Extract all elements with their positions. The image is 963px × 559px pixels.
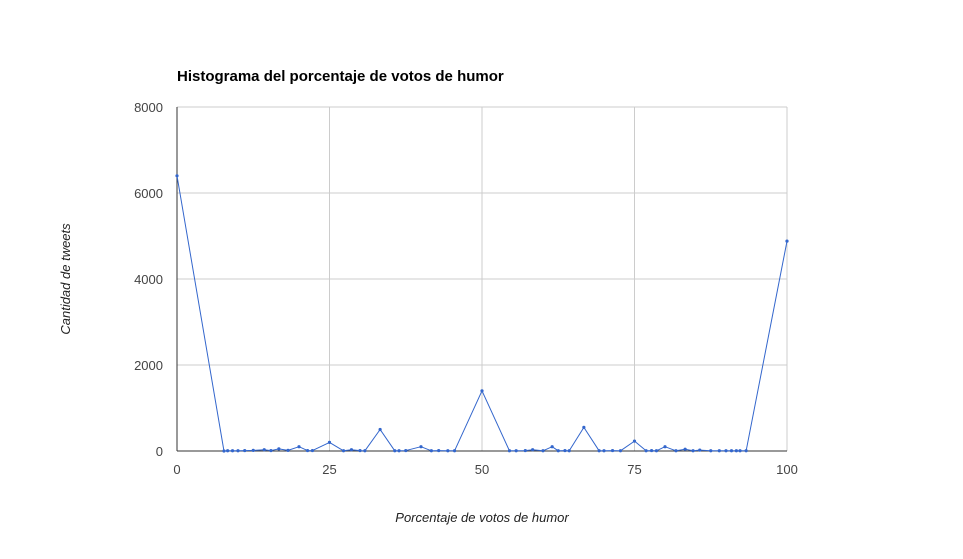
x-axis-ticks: 0 25 50 75 100	[173, 462, 797, 477]
data-point	[437, 448, 441, 453]
data-point	[378, 427, 382, 432]
data-point	[531, 448, 535, 452]
data-point	[597, 449, 601, 453]
data-point	[698, 448, 702, 452]
gridlines	[177, 106, 788, 451]
data-point	[654, 449, 659, 453]
data-point	[286, 448, 290, 452]
y-axis-label: Cantidad de tweets	[58, 223, 73, 335]
x-tick-label: 50	[475, 462, 489, 477]
data-point	[567, 449, 571, 453]
y-tick-label: 8000	[134, 100, 163, 115]
data-point	[226, 449, 230, 453]
data-point	[556, 449, 560, 453]
data-point	[602, 449, 606, 453]
data-point	[269, 448, 273, 453]
data-point	[663, 445, 667, 449]
data-point	[310, 448, 315, 453]
data-point	[251, 448, 255, 452]
data-point	[230, 449, 235, 453]
data-point	[649, 448, 654, 453]
data-point	[222, 449, 226, 453]
data-point	[358, 448, 362, 453]
data-point	[514, 449, 518, 453]
data-point	[341, 449, 346, 453]
x-axis-label: Porcentaje de votos de humor	[395, 510, 569, 525]
x-tick-label: 75	[627, 462, 641, 477]
y-tick-label: 2000	[134, 358, 163, 373]
data-point	[717, 449, 721, 453]
data-point	[632, 439, 637, 443]
series-points	[175, 174, 789, 453]
chart-title: Histograma del porcentaje de votos de hu…	[177, 68, 504, 85]
data-point	[523, 448, 527, 453]
data-point	[550, 445, 554, 449]
x-tick-label: 100	[776, 462, 798, 477]
data-point	[175, 174, 179, 178]
data-point	[644, 449, 648, 453]
data-point	[363, 449, 367, 453]
y-tick-label: 4000	[134, 272, 163, 287]
x-tick-label: 25	[322, 462, 336, 477]
data-point	[349, 448, 354, 452]
data-point	[691, 449, 695, 453]
data-point	[262, 448, 266, 452]
data-point	[429, 449, 433, 453]
data-point	[507, 449, 512, 453]
data-point	[729, 449, 734, 453]
y-axis-ticks: 0 2000 4000 6000 8000	[134, 100, 163, 459]
axes	[176, 107, 787, 452]
data-point	[404, 448, 408, 453]
data-point	[582, 425, 586, 429]
data-point	[397, 449, 401, 453]
data-point	[709, 449, 713, 453]
data-point	[734, 449, 738, 453]
data-point	[243, 448, 247, 453]
data-point	[785, 239, 789, 243]
data-point	[724, 449, 728, 453]
y-tick-label: 6000	[134, 186, 163, 201]
data-point	[452, 449, 457, 453]
data-point	[563, 448, 567, 453]
data-point	[618, 449, 623, 453]
data-point	[327, 440, 332, 444]
x-tick-label: 0	[173, 462, 180, 477]
data-point	[393, 449, 397, 453]
data-point	[446, 449, 450, 453]
data-point	[744, 449, 748, 453]
data-point	[541, 449, 545, 453]
data-point	[419, 445, 423, 449]
data-point	[610, 448, 615, 453]
data-point	[674, 449, 678, 453]
data-point	[277, 447, 281, 451]
data-point	[236, 449, 240, 453]
data-point	[738, 449, 742, 453]
y-tick-label: 0	[156, 444, 163, 459]
data-point	[480, 389, 484, 393]
data-point	[683, 447, 687, 451]
data-point	[305, 448, 310, 453]
data-point	[297, 445, 301, 449]
